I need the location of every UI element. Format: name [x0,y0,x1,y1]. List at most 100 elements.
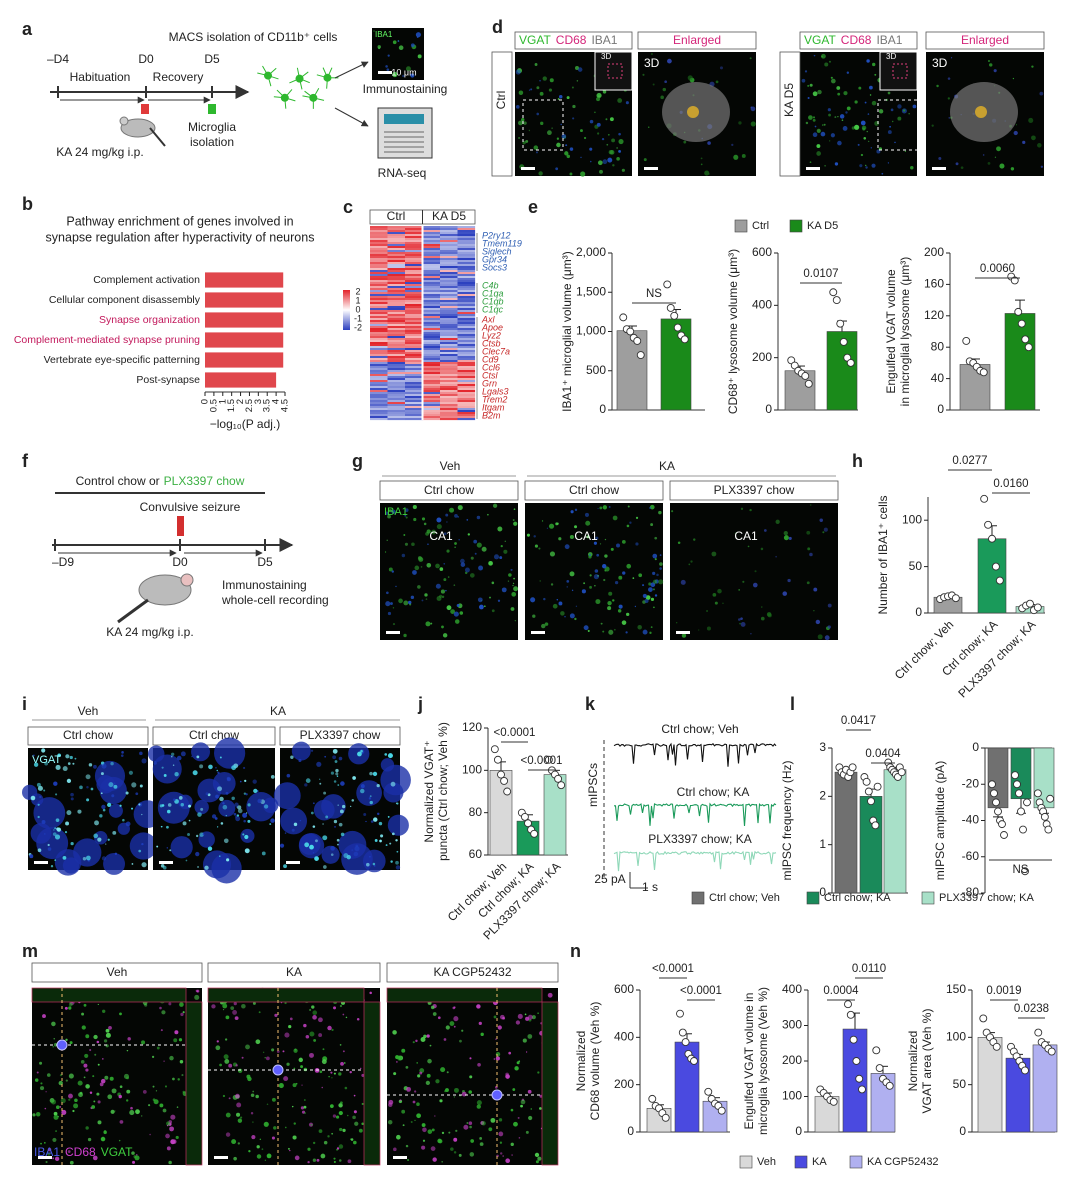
speck [43,1141,46,1144]
speck [237,1068,243,1074]
y-axis-label: Normalized [574,1031,588,1092]
speck [698,629,700,631]
speck [342,1050,345,1053]
heatmap-cell [422,246,441,249]
heatmap-cell [422,278,441,281]
speck [62,766,68,772]
label: KA [659,459,675,473]
speck [162,865,167,870]
y-tick-label: 1 [819,837,826,851]
nucleus [380,758,395,772]
heatmap-cell [440,232,458,235]
heatmap-cell [457,242,476,245]
speck [387,816,390,818]
label: KA [270,704,286,718]
speck [361,1122,364,1126]
speck [118,1094,122,1099]
speck [872,62,876,67]
speck [225,1112,231,1118]
speck [55,1130,57,1133]
speck [340,1062,344,1066]
legend-swatch [806,891,820,905]
speck [881,172,884,175]
speck [960,166,964,170]
speck [65,1038,68,1042]
speck [510,607,515,611]
speck [311,1005,315,1009]
speck [456,603,460,607]
speck [384,551,387,553]
scale-bar [159,861,173,864]
speck [498,1118,503,1122]
speck [216,769,219,772]
heatmap-cell [387,328,406,331]
data-point [557,781,566,790]
speck [131,863,134,865]
data-point [1017,807,1025,816]
heatmap-cell [457,340,476,343]
data-point [804,379,813,388]
speck [813,587,818,592]
speck [99,814,103,818]
stain-label: IBA1 [591,33,617,47]
speck [420,1036,426,1042]
speck [505,1072,509,1077]
heatmap-cell [370,352,388,355]
speck [498,1131,504,1137]
speck [80,1060,85,1064]
heatmap-cell [422,376,441,379]
heatmap-cell [440,294,458,297]
colorbar [343,290,350,330]
heatmap-cell [405,358,423,361]
stain-label: VGAT [101,1145,133,1159]
gene-label: Socs3 [482,262,507,272]
speck [41,748,46,753]
heatmap-cell [422,368,441,371]
speck [731,143,734,147]
heatmap-cell [422,378,441,381]
speck [867,140,870,143]
speck [706,610,709,612]
speck [244,848,250,854]
speck [574,525,578,529]
speck [566,586,569,588]
speck [442,633,448,638]
heatmap-cell [422,412,441,415]
scale-bar [34,861,48,864]
speck [739,622,741,625]
heatmap-cell [370,392,388,395]
speck [398,598,403,604]
heatmap-cell [422,312,441,315]
data-point [1033,789,1042,798]
speck [414,1090,417,1093]
speck [648,587,653,592]
speck [767,613,772,618]
speck [333,819,338,824]
heatmap-cell [440,276,458,279]
y-tick-label: 100 [946,1030,966,1044]
data-point [988,534,996,543]
speck [602,90,607,94]
microglia-process [313,97,325,101]
speck [809,504,812,506]
microglia-process [322,67,328,78]
speck [638,573,643,578]
speck [817,634,823,640]
speck [415,1039,418,1043]
heatmap-cell [440,350,458,353]
heatmap-cell [440,314,458,317]
legend-label: Ctrl chow; Veh [709,892,780,904]
microglia-process [284,97,287,109]
heatmap-cell [457,404,476,407]
speck [167,809,171,814]
speck [126,1049,129,1052]
heatmap-cell [440,272,458,275]
y-axis-label: VGAT area (Veh %) [920,1009,934,1114]
heatmap-cell [387,374,406,377]
data-point [873,782,882,791]
speck [749,57,752,60]
legend-label: Ctrl chow; KA [824,892,891,904]
heatmap-cell [387,322,406,325]
label: –D9 [52,555,74,569]
speck [369,991,372,995]
